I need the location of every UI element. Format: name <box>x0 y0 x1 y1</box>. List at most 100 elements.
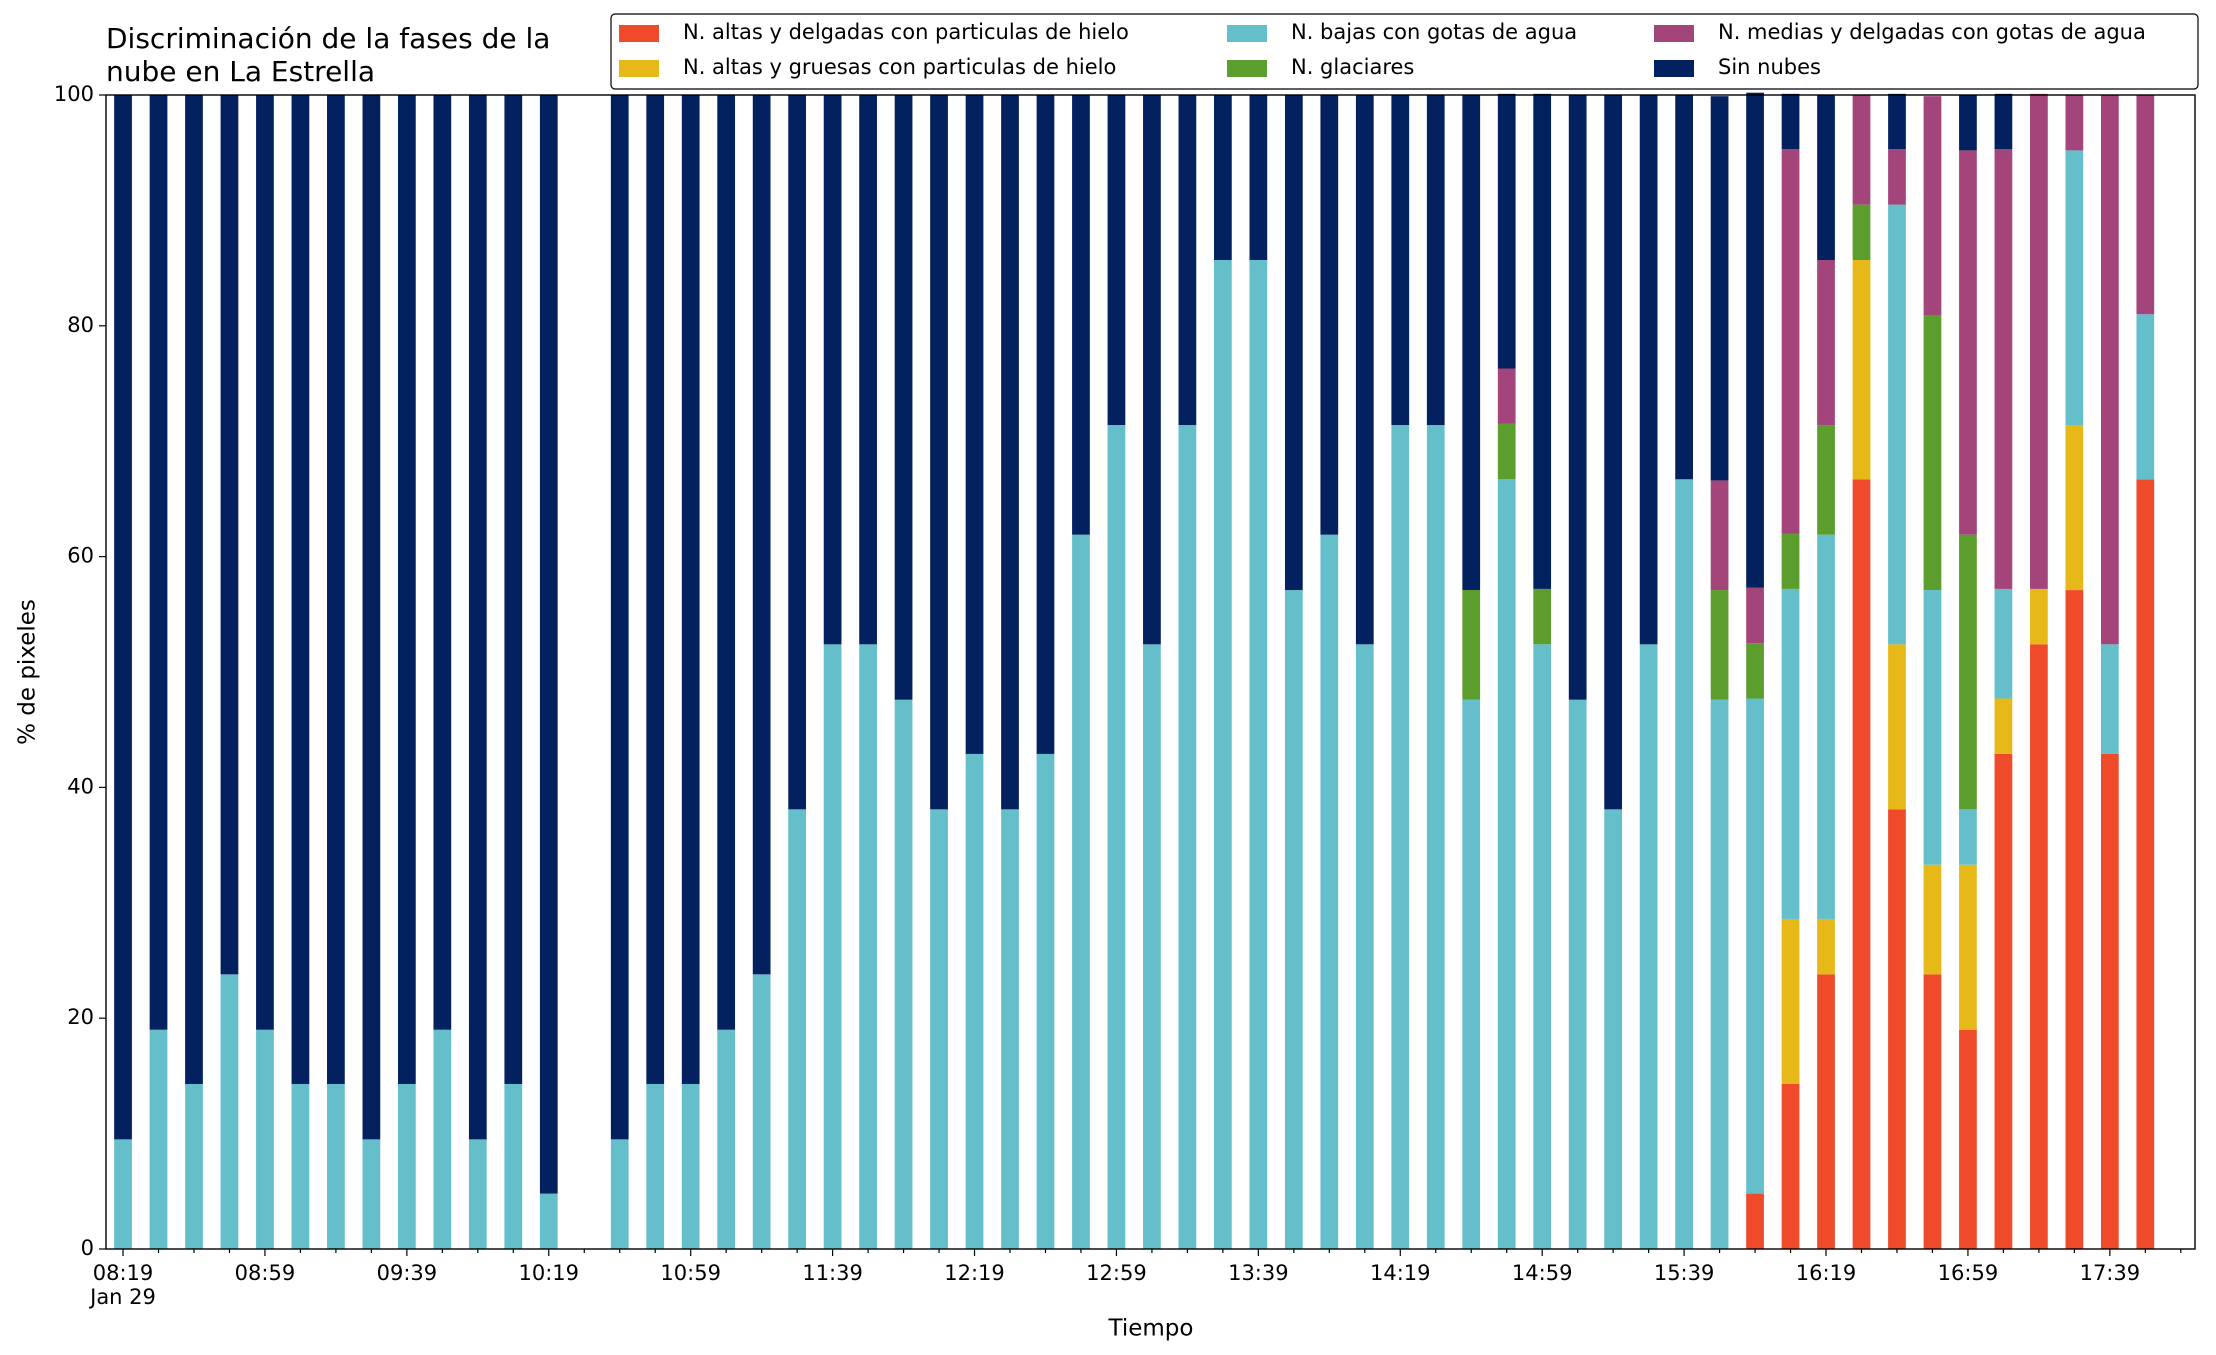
bar-segment <box>291 1083 310 1249</box>
bar-segment <box>114 95 132 1140</box>
bar-segment <box>149 95 168 1030</box>
legend-label: N. altas y gruesas con particulas de hie… <box>683 55 1116 79</box>
bar-segment <box>1888 644 1906 810</box>
x-tick-label: 13:39 <box>1228 1261 1289 1285</box>
legend-swatch <box>1227 25 1267 42</box>
bar-segment <box>1781 149 1800 534</box>
bar-segment <box>1994 698 2013 754</box>
bar-segment <box>1994 93 2013 150</box>
bar-segment <box>965 753 984 1249</box>
y-axis-label: % de pixeles <box>15 599 41 745</box>
bar-segment <box>1888 149 1906 205</box>
bar-segment <box>1959 864 1977 1030</box>
bar-segment <box>185 1083 203 1249</box>
bar-segment <box>1923 974 1942 1249</box>
bar-segment <box>1178 95 1197 426</box>
bar-segment <box>2065 95 2084 151</box>
bar-segment <box>681 1083 700 1249</box>
bar-segment <box>1746 1193 1764 1249</box>
bar-segment <box>930 809 948 1249</box>
legend-swatch <box>1654 60 1694 77</box>
y-tick-label: 0 <box>81 1236 94 1260</box>
bar-segment <box>1817 974 1835 1249</box>
bar-segment <box>220 95 239 975</box>
bar-segment <box>1746 587 1764 644</box>
bar-segment <box>1001 95 1019 810</box>
x-tick-label: 16:59 <box>1937 1261 1999 1285</box>
bar-segment <box>1533 588 1552 645</box>
bar-segment <box>823 644 842 1249</box>
y-tick-label: 100 <box>54 82 94 106</box>
bar-segment <box>1214 95 1232 261</box>
bar-segment <box>1639 644 1658 1249</box>
bar-segment <box>256 95 274 1030</box>
bar-segment <box>788 95 806 810</box>
bar-segment <box>1710 480 1729 591</box>
x-tick-label: 11:39 <box>802 1261 863 1285</box>
bar-segment <box>2136 314 2155 480</box>
bar-segment <box>291 95 310 1084</box>
bar-segment <box>1852 479 1871 1250</box>
bar-segment <box>1391 95 1410 426</box>
bar-segment <box>1036 753 1055 1249</box>
bar-segment <box>433 1029 452 1249</box>
bar-segment <box>1923 315 1942 591</box>
bar-segment <box>1710 699 1729 1249</box>
bar-segment <box>220 974 239 1249</box>
bar-segment <box>1923 864 1942 975</box>
bar-segment <box>1994 149 2013 589</box>
bar-segment <box>2100 644 2119 754</box>
bar-segment <box>1426 425 1445 1249</box>
bar-segment <box>2136 95 2155 315</box>
bar-segment <box>1781 93 1800 150</box>
bar-segment <box>1426 95 1445 426</box>
x-tick-label: 12:19 <box>944 1261 1005 1285</box>
bar-segment <box>752 95 771 975</box>
bar-segment <box>1214 260 1232 1250</box>
bar-segment <box>859 95 877 645</box>
bar-segment <box>1639 95 1658 645</box>
bar-segment <box>1923 96 1942 316</box>
bar-segment <box>1817 425 1835 535</box>
bar-segment <box>539 1193 558 1249</box>
x-tick-label: 15:39 <box>1653 1261 1715 1285</box>
bar-segment <box>1817 918 1835 975</box>
bar-segment <box>327 95 345 1084</box>
bar-segment <box>256 1029 274 1249</box>
bar-segment <box>1284 590 1303 1249</box>
bar-segment <box>1959 809 1977 865</box>
bar-segment <box>1675 479 1693 1250</box>
bar-segment <box>433 95 452 1030</box>
bar-segment <box>1852 95 1871 205</box>
bar-segment <box>1072 534 1090 1249</box>
chart-title: Discriminación de la fases de la nube en… <box>106 22 551 88</box>
y-tick-label: 40 <box>67 774 94 798</box>
bar-segment <box>1994 588 2013 699</box>
bar-segment <box>610 95 629 1140</box>
bar-segment <box>2100 95 2119 645</box>
bar-segment <box>930 95 948 810</box>
legend-label: N. glaciares <box>1291 55 1414 79</box>
x-tick-label: 12:59 <box>1086 1261 1147 1285</box>
bar-segment <box>1710 96 1729 481</box>
bar-segment <box>1817 260 1835 426</box>
bar-segment <box>646 1083 665 1249</box>
bar-segment <box>1462 590 1481 700</box>
bar-segment <box>1143 95 1161 645</box>
x-tick-label: 14:19 <box>1370 1261 1431 1285</box>
bar-segment <box>823 95 842 645</box>
bar-segment <box>1355 644 1374 1249</box>
bar-segment <box>965 95 984 754</box>
bar-segment <box>1923 590 1942 865</box>
bar-segment <box>1817 534 1835 919</box>
bar-segment <box>1462 95 1481 591</box>
bar-segment <box>1888 93 1906 150</box>
bar-segment <box>1107 95 1126 426</box>
legend-swatch <box>619 25 659 42</box>
plot-frame <box>105 94 2196 1250</box>
bar-segment <box>149 1029 168 1249</box>
y-tick-label: 20 <box>67 1005 94 1029</box>
bar-segment <box>114 1139 132 1249</box>
bar-segment <box>1959 95 1977 151</box>
